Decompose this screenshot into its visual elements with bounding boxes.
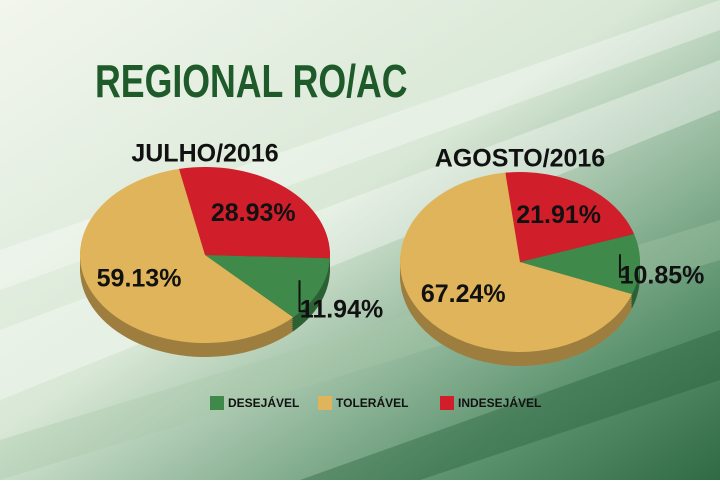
legend-swatch [318, 396, 332, 410]
value-label: 28.93% [211, 199, 296, 227]
legend-label: TOLERÁVEL [336, 395, 408, 410]
pie-title: AGOSTO/2016 [435, 145, 605, 173]
pie-title: JULHO/2016 [131, 140, 278, 168]
page-title: REGIONAL RO/AC [95, 56, 408, 107]
value-label: 10.85% [620, 261, 705, 289]
legend-swatch [210, 396, 224, 410]
pie-slice [80, 168, 294, 343]
pie-slice [505, 172, 635, 262]
value-label: 21.91% [516, 201, 601, 229]
leader-line [298, 280, 308, 313]
pie-slice [179, 166, 330, 259]
value-label: 11.94% [300, 296, 383, 324]
leader-line [618, 254, 628, 278]
value-label: 67.24% [421, 280, 506, 308]
legend: DESEJÁVEL TOLERÁVEL INDESEJÁVEL [210, 395, 541, 410]
legend-swatch [440, 396, 454, 410]
legend-label: DESEJÁVEL [228, 395, 299, 410]
legend-label: INDESEJÁVEL [458, 395, 541, 410]
value-label: 59.13% [97, 265, 182, 293]
pie-slice [400, 172, 633, 352]
pie-slice [520, 234, 641, 295]
